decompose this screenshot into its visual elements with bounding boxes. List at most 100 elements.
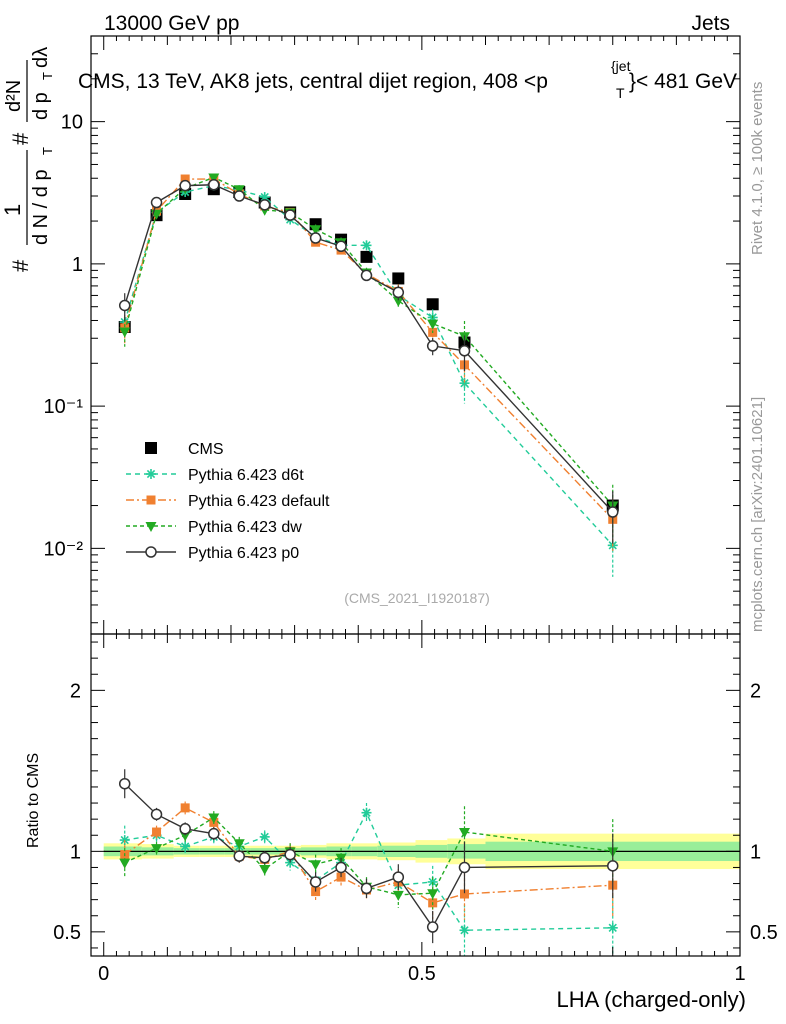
cms-point [392, 272, 405, 285]
ylabel-num: d²N [3, 80, 25, 112]
point-p0 [360, 269, 373, 282]
ratio-y-tick-label: 0.5 [53, 922, 81, 944]
ratio-point-d6t [361, 807, 372, 818]
y-tick-label: 10⁻² [44, 538, 84, 560]
ratio-y-tick-label: 2 [70, 680, 81, 702]
ratio-point-p0 [426, 921, 439, 933]
legend-marker-default [146, 495, 156, 505]
point-p0 [150, 196, 163, 209]
point-dw [208, 173, 220, 184]
ratio-point-p0 [233, 850, 246, 862]
plot-title: CMS, 13 TeV, AK8 jets, central dijet reg… [78, 70, 548, 93]
ratio-point-default [152, 827, 162, 837]
legend-marker-p0 [145, 546, 157, 558]
point-p0 [284, 209, 296, 221]
point-p0 [118, 299, 131, 312]
rivet-label: Rivet 4.1.0, ≥ 100k events [749, 82, 766, 255]
title-sup: {jet [611, 58, 631, 74]
ratio-point-dw [208, 813, 220, 824]
ratio-y-tick-label: 1 [70, 841, 81, 863]
line-d6t [124, 184, 614, 546]
title-sub: T [616, 85, 625, 101]
cms-point [360, 250, 373, 263]
ratio-point-p0 [258, 852, 271, 864]
mcplots-label: mcplots.cern.ch [arXiv:2401.10621] [749, 397, 766, 632]
title-suffix: }< 481 GeV [629, 70, 737, 93]
ratio-point-default [180, 803, 190, 813]
point-dw [233, 185, 245, 196]
point-dw [392, 296, 404, 307]
point-dw [427, 319, 439, 330]
ratio-point-dw [458, 828, 470, 839]
ratio-plot-marks [118, 769, 619, 956]
ratio-point-p0 [208, 827, 220, 840]
ratio-y-tick-label-right: 1 [750, 841, 761, 863]
point-p0 [208, 179, 220, 191]
ylabel-hash-2: # [8, 132, 33, 145]
ylabel-hash-1: # [8, 259, 33, 272]
legend-label-p0: Pythia 6.423 p0 [188, 545, 299, 562]
point-p0 [179, 179, 191, 192]
x-tick-label: 0.5 [408, 963, 436, 985]
watermark: (CMS_2021_I1920187) [344, 590, 490, 606]
ratio-line-default [124, 807, 613, 904]
ylabel-num-den-T: T [40, 72, 55, 80]
x-tick-label: 0 [98, 963, 109, 985]
header-right: Jets [691, 12, 730, 35]
title-p: p [536, 70, 548, 93]
ratio-point-dw [392, 890, 404, 901]
ratio-point-p0 [284, 848, 296, 861]
point-p0 [426, 340, 439, 352]
x-tick-label: 1 [734, 963, 745, 985]
ratio-point-default [459, 889, 469, 899]
legend-label-default: Pythia 6.423 default [188, 493, 330, 510]
main-ylabel: # 1 d N / d p T # d²N d p T dλ [0, 47, 55, 272]
ratio-point-d6t [180, 841, 191, 852]
point-dw [310, 225, 322, 236]
point-d6t [459, 378, 470, 389]
point-p0 [233, 190, 246, 202]
point-p0 [606, 506, 619, 518]
ratio-point-p0 [150, 808, 163, 821]
ratio-point-dw [427, 889, 439, 900]
ratio-point-p0 [118, 777, 131, 790]
y-tick-label: 1 [72, 254, 83, 276]
xlabel: LHA (charged-only) [556, 987, 746, 1012]
ratio-frame [90, 633, 741, 957]
ratio-point-p0 [179, 823, 191, 835]
series-p0 [118, 179, 619, 544]
point-p0 [335, 240, 347, 253]
point-d6t [361, 240, 372, 251]
ylabel-num-den: d p [30, 92, 52, 120]
ratio-point-dw [233, 839, 245, 850]
point-default [180, 174, 190, 184]
ratio-point-p0 [309, 876, 322, 888]
ylabel-den-T: T [40, 147, 55, 155]
ratio-point-p0 [392, 871, 405, 883]
ratio-point-p0 [360, 882, 373, 895]
ratio-ylabel: Ratio to CMS [25, 753, 42, 848]
ratio-point-p0 [606, 860, 619, 872]
ratio-point-p0 [458, 861, 471, 874]
main-plot-marks [118, 173, 619, 577]
legend-label-dw: Pythia 6.423 dw [188, 519, 302, 536]
ylabel-den: d N / d p [30, 169, 52, 245]
header-left: 13000 GeV pp [104, 12, 239, 35]
legend-marker-dw [145, 522, 157, 532]
ratio-y-tick-label-right: 2 [750, 680, 761, 702]
ratio-series-p0 [118, 769, 619, 944]
line-p0 [124, 184, 614, 513]
ylabel-lambda: dλ [30, 47, 52, 68]
point-p0 [458, 345, 471, 357]
legend-marker-cms [145, 442, 157, 454]
legend: CMS Pythia 6.423 d6t Pythia 6.423 default P… [126, 441, 330, 562]
legend-label-d6t: Pythia 6.423 d6t [188, 467, 304, 484]
y-tick-label: 10 [61, 112, 83, 134]
y-tick-label: 10⁻¹ [44, 396, 84, 418]
ratio-point-dw [259, 865, 271, 876]
ratio-point-dw [119, 858, 131, 869]
point-p0 [392, 286, 405, 299]
ylabel-one: 1 [0, 204, 25, 216]
legend-marker-d6t [146, 469, 156, 479]
ratio-point-d6t [607, 922, 618, 933]
